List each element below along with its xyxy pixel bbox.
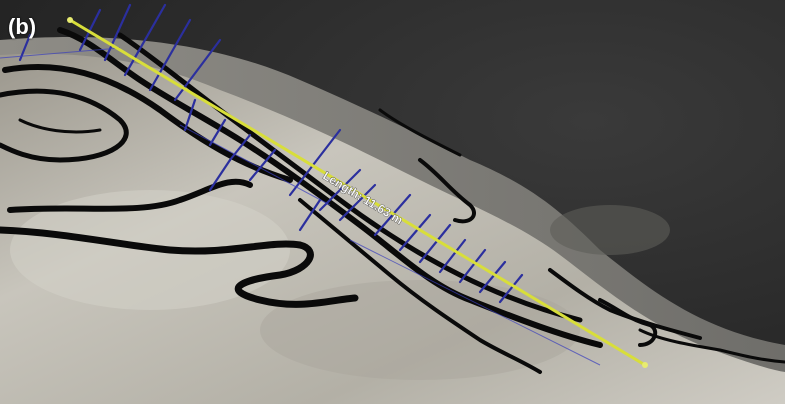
panel-label: (b) (8, 14, 37, 39)
measurement-line[interactable] (68, 18, 647, 367)
rock-surface (0, 53, 785, 404)
measurement-start-handle[interactable] (67, 17, 73, 23)
measurement-end-handle[interactable] (642, 362, 648, 368)
normal-vector-traces (0, 47, 601, 366)
shadow-patch (260, 280, 580, 380)
ledge-shadow (550, 205, 670, 255)
